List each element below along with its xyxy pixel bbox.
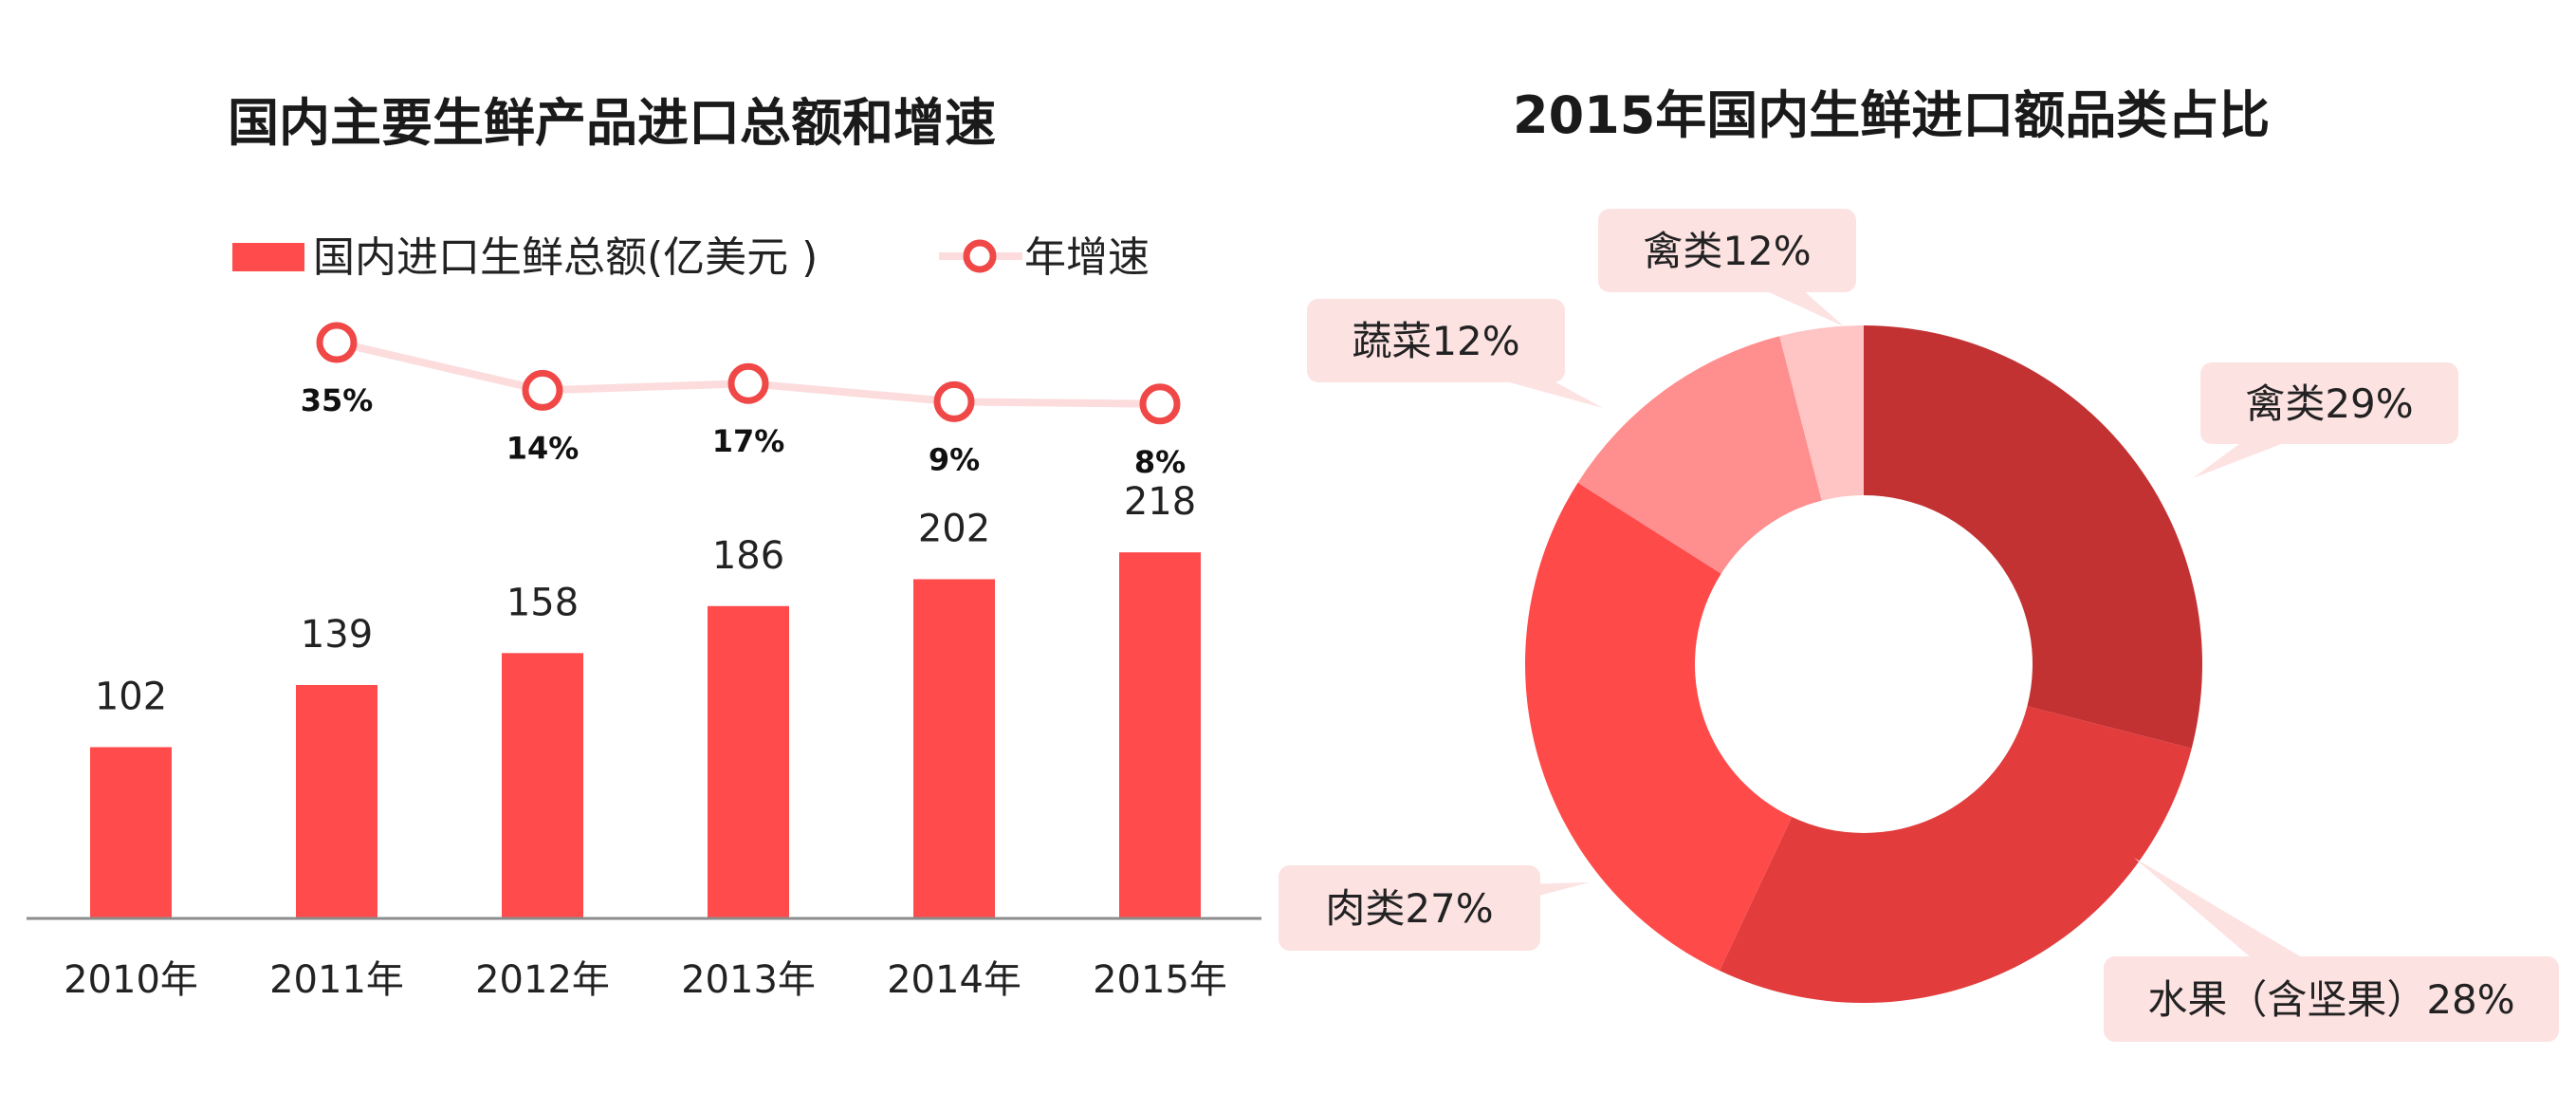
bar-2015年 — [1119, 552, 1201, 918]
bar-2010年 — [90, 747, 172, 918]
growth-line-series: 35% 14% 17% 9% 8% — [301, 322, 1186, 480]
donut-slice-label: 禽类12% — [1643, 228, 1811, 274]
bar-value-label: 158 — [506, 581, 579, 624]
growth-point-2012年 — [522, 369, 563, 411]
donut-slice-2 — [1525, 482, 1793, 972]
donut-slice-label: 蔬菜12% — [1352, 318, 1519, 364]
growth-value-label: 14% — [506, 430, 580, 466]
growth-value-label: 8% — [1134, 444, 1186, 480]
growth-value-label: 9% — [929, 441, 980, 477]
bar-2011年 — [296, 684, 377, 918]
growth-point-2013年 — [727, 362, 769, 404]
bar-value-labels: 102 139 158 186 202 218 — [95, 480, 1196, 718]
donut-slice-label: 禽类29% — [2245, 380, 2413, 427]
donut-slices — [1525, 325, 2202, 1003]
bar-2012年 — [502, 653, 583, 918]
bar-value-label: 186 — [712, 534, 784, 578]
bar-2014年 — [913, 579, 995, 918]
callout-box — [1279, 865, 1540, 951]
growth-value-label: 17% — [712, 423, 785, 459]
bar-value-label: 202 — [918, 507, 990, 550]
growth-point-2015年 — [1139, 383, 1181, 425]
donut-callouts: 禽类29% 水果（含坚果）28% 肉类27% 蔬菜12% 禽类12% — [1279, 209, 2559, 1042]
x-tick-label: 2015年 — [1093, 958, 1227, 1002]
bar-value-label: 139 — [301, 613, 373, 657]
growth-value-label: 35% — [301, 382, 374, 418]
donut-slice-0 — [1864, 325, 2202, 749]
x-axis-tick-labels: 2010年 2011年 2012年 2013年 2014年 2015年 — [64, 958, 1227, 1002]
x-tick-label: 2014年 — [887, 958, 1021, 1002]
legend-line-label: 年增速 — [1024, 233, 1150, 282]
x-tick-label: 2012年 — [475, 958, 610, 1002]
legend-bar-swatch — [232, 243, 304, 271]
bar-value-label: 102 — [95, 675, 167, 718]
bar-series — [90, 552, 1201, 918]
bar-value-label: 218 — [1124, 480, 1196, 524]
x-tick-label: 2010年 — [64, 958, 198, 1002]
callout-box — [2104, 956, 2559, 1042]
donut-slice-4 — [1779, 325, 1864, 501]
callout-box — [2200, 362, 2458, 444]
x-tick-label: 2011年 — [269, 958, 404, 1002]
growth-point-2011年 — [316, 322, 358, 363]
callout-box — [1598, 209, 1856, 292]
donut-slice-label: 水果（含坚果）28% — [2147, 976, 2514, 1023]
legend-bar-label: 国内进口生鲜总额(亿美元 ) — [313, 233, 818, 282]
donut-slice-1 — [1719, 706, 2192, 1003]
bar-chart-title: 国内主要生鲜产品进口总额和增速 — [228, 93, 996, 153]
callout-box — [1307, 299, 1565, 382]
bar-2013年 — [708, 605, 789, 918]
x-tick-label: 2013年 — [681, 958, 816, 1002]
bar-chart-legend: 国内进口生鲜总额(亿美元 ) 年增速 — [232, 233, 1150, 282]
pie-chart-title: 2015年国内生鲜进口额品类占比 — [1513, 85, 2270, 145]
donut-slice-label: 肉类27% — [1325, 885, 1493, 932]
growth-point-2014年 — [933, 380, 975, 422]
donut-slice-3 — [1577, 336, 1822, 574]
legend-line-marker — [963, 239, 997, 273]
